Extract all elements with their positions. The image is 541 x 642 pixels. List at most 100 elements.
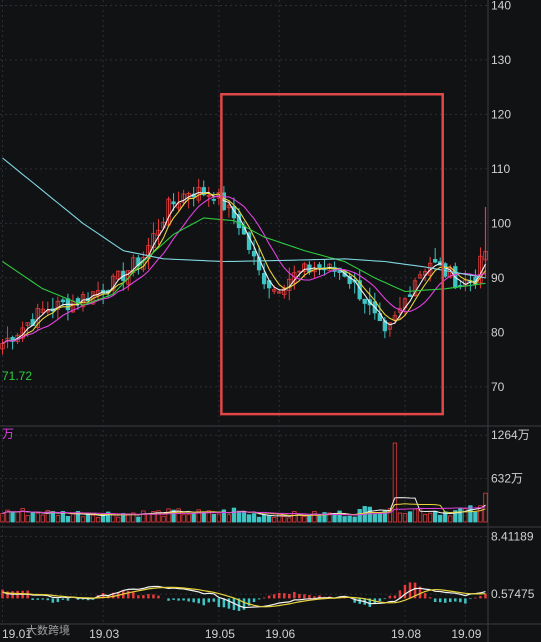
volume-bar <box>50 511 55 523</box>
candle-body <box>297 270 302 273</box>
volume-bar <box>407 511 413 523</box>
volume-bar <box>15 511 20 523</box>
volume-bar <box>266 514 272 523</box>
volume-bar <box>80 516 86 523</box>
volume-bar <box>241 511 247 523</box>
volume-bar <box>458 508 463 523</box>
volume-bar <box>191 513 196 523</box>
volume-bar <box>171 509 176 523</box>
volume-bar <box>181 514 186 523</box>
volume-bar <box>402 513 408 523</box>
candle-body <box>387 322 393 330</box>
volume-bar <box>95 517 101 523</box>
price-tick-label: 90 <box>491 271 505 285</box>
volume-bar <box>287 517 292 523</box>
volume-bar <box>433 510 438 523</box>
macd-tick-label: 0.57475 <box>491 587 535 601</box>
volume-bar <box>282 515 287 523</box>
candle-body <box>80 294 86 308</box>
time-tick-label: 19.03 <box>89 627 119 641</box>
price-tick-label: 70 <box>491 380 505 394</box>
volume-panel <box>0 442 488 523</box>
volume-bar <box>176 508 181 523</box>
volume-bar <box>25 515 30 523</box>
volume-bar <box>161 515 166 523</box>
time-tick-label: 19.01 <box>2 627 32 641</box>
volume-unit-label: 万 <box>2 427 14 441</box>
candle-body <box>116 270 121 280</box>
volume-bar <box>302 516 307 523</box>
candle-body <box>211 198 216 201</box>
candle-body <box>136 257 141 267</box>
volume-bar <box>347 515 352 523</box>
macd-panel <box>1 582 487 612</box>
volume-bar <box>121 513 126 523</box>
volume-bar <box>392 442 398 523</box>
volume-bar <box>261 514 267 523</box>
volume-bar <box>473 511 478 523</box>
price-tick-label: 140 <box>491 0 511 12</box>
volume-bar <box>327 512 332 523</box>
volume-bar <box>211 513 216 523</box>
candle-body <box>206 194 211 197</box>
volume-bar <box>106 511 111 523</box>
price-tick-label: 110 <box>491 162 510 176</box>
time-tick-label: 19.05 <box>205 627 235 641</box>
candle-body <box>407 294 413 297</box>
volume-bar <box>377 512 382 523</box>
volume-bar <box>136 516 141 523</box>
highlight-box <box>220 93 444 416</box>
volume-bar <box>45 510 50 523</box>
volume-bar <box>55 515 61 523</box>
candle-body <box>111 275 116 291</box>
volume-bar <box>40 514 45 523</box>
volume-bar <box>307 515 312 523</box>
volume-bar <box>412 508 418 523</box>
price-panel <box>0 157 488 355</box>
volume-bar <box>453 510 458 523</box>
candle-body <box>347 275 352 284</box>
volume-bar <box>146 513 151 523</box>
time-tick-label: 19.08 <box>391 627 421 641</box>
candle-body <box>362 298 367 304</box>
volume-bar <box>206 510 211 523</box>
ma-30-line <box>2 217 486 306</box>
price-tick-label: 130 <box>491 53 511 67</box>
macd-dea-line <box>2 586 486 608</box>
volume-bar <box>166 508 171 523</box>
volume-bar <box>75 511 81 523</box>
volume-bar <box>35 512 40 523</box>
volume-bar <box>478 505 483 523</box>
price-tick-label: 80 <box>491 325 505 339</box>
volume-bar <box>20 508 25 523</box>
volume-bar <box>292 511 297 523</box>
volume-bar <box>5 509 10 523</box>
volume-bar <box>251 513 257 523</box>
volume-bar <box>438 514 443 523</box>
volume-bar <box>65 515 71 523</box>
volume-bar <box>216 513 222 523</box>
ma-5-line <box>2 192 486 344</box>
volume-bar <box>60 511 66 523</box>
candle-body <box>25 322 30 326</box>
ma-short-line <box>2 191 486 344</box>
volume-bar <box>236 510 242 523</box>
candle-body <box>60 299 66 303</box>
candle-body <box>181 193 186 203</box>
watermark: 大数跨境 <box>26 623 70 637</box>
candle-body <box>126 270 131 285</box>
volume-bar <box>272 516 277 523</box>
volume-bar <box>196 509 201 523</box>
volume-bar <box>483 492 488 523</box>
candle-body <box>40 308 45 313</box>
volume-tick-label: 1264万 <box>491 428 530 442</box>
candle-body <box>151 233 156 249</box>
volume-bar <box>151 511 156 523</box>
time-tick-label: 19.06 <box>265 627 295 641</box>
volume-tick-label: 632万 <box>491 472 523 486</box>
candle-body <box>302 263 307 273</box>
candle-body <box>176 202 181 209</box>
volume-bar <box>226 514 232 523</box>
